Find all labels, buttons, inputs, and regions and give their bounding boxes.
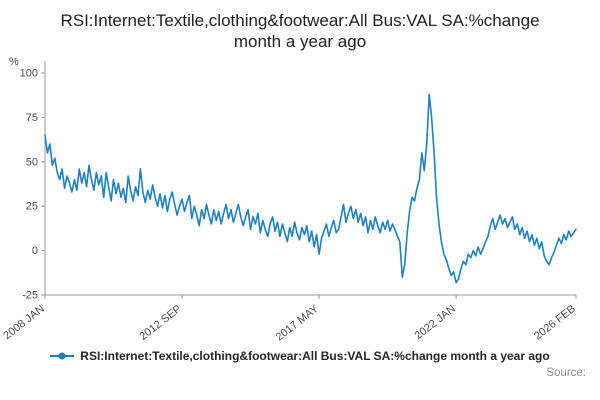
x-tick-label: 2026 FEB: [532, 302, 578, 342]
source-label: Source:: [546, 366, 586, 379]
y-tick-label: 100: [20, 67, 38, 79]
x-tick-label: 2017 MAY: [274, 302, 322, 342]
chart-title: RSI:Internet:Textile,clothing&footwear:A…: [60, 11, 540, 52]
x-tick-label: 2008 JAN: [1, 302, 46, 341]
y-tick-label: 75: [26, 111, 38, 123]
legend-marker-glyph: [50, 352, 75, 359]
x-tick-label: 2022 JAN: [412, 302, 457, 341]
legend: RSI:Internet:Textile,clothing&footwear:A…: [0, 349, 600, 363]
legend-marker-dot: [58, 352, 66, 359]
series-line: [44, 92, 577, 283]
y-tick-label: 25: [26, 200, 38, 212]
y-tick-label: 50: [26, 156, 38, 168]
legend-label: RSI:Internet:Textile,clothing&footwear:A…: [80, 348, 550, 363]
y-axis-unit-label: %: [9, 56, 19, 68]
legend-line-marker: [50, 351, 75, 361]
x-tick-label: 2012 SEP: [137, 302, 183, 342]
y-tick-label: 0: [32, 245, 38, 257]
y-tick-label: -25: [22, 289, 38, 301]
